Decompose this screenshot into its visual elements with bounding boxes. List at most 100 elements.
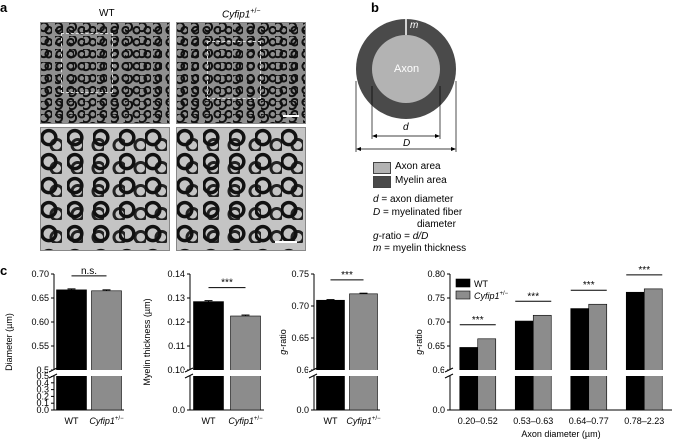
d-label: d xyxy=(403,122,409,133)
definition-m-text: = myelin thickness xyxy=(381,243,467,254)
legend-swatch xyxy=(455,278,471,288)
legend-axon-swatch xyxy=(373,162,391,174)
em-image-mut-high xyxy=(176,127,306,251)
chart-g-ratio-by-diameter: 0.80 0.75 0.70 0.65 0.6 0.0 g-ratio 0.20–0.52 0.… xyxy=(414,265,674,439)
x-tick-label: 0.53–0.63 xyxy=(513,416,553,426)
y-tick-label: 0.80 xyxy=(427,269,445,279)
m-label: m xyxy=(410,20,418,31)
y-tick-label: 0.4 xyxy=(36,378,49,388)
x-tick-label: WT xyxy=(324,416,338,426)
bar xyxy=(459,347,479,411)
y-tick-label: 0.65 xyxy=(31,293,49,303)
y-tick-label: 0.75 xyxy=(427,293,445,303)
definition-m: m = myelin thickness xyxy=(373,243,466,254)
y-tick-label: 0.60 xyxy=(31,317,49,327)
bar xyxy=(56,289,87,411)
y-tick-label: 0.3 xyxy=(36,385,49,395)
y-axis-label: g-ratio xyxy=(278,329,288,355)
x-tick-label: WT xyxy=(65,416,79,426)
y-tick-label: 0.10 xyxy=(167,365,185,375)
chart-diameter: 0.700.650.600.550.50.50.40.30.20.10.0Dia… xyxy=(4,266,126,426)
y-tick-label: 0.65 xyxy=(291,333,309,343)
column-label-cyfip1-sup: +/− xyxy=(250,8,261,15)
significance-label: n.s. xyxy=(81,266,97,277)
bar xyxy=(588,303,608,411)
y-axis-label: Myelin thickness (µm) xyxy=(142,298,152,385)
axis-break-mark xyxy=(184,367,194,373)
definition-g-symbol: g xyxy=(373,231,379,242)
axon-schematic: m Axon d D xyxy=(355,19,457,152)
chart-myelin-thickness: 0.14 0.13 0.12 0.11 0.10 0.0 Myelin thickness … xyxy=(142,269,266,426)
legend-label: WT xyxy=(474,279,488,289)
definition-d: d = axon diameter xyxy=(373,194,453,205)
y-tick-label: 0.75 xyxy=(291,269,309,279)
bar xyxy=(316,299,345,411)
definition-g: g-ratio = d/D xyxy=(373,231,428,242)
y-tick-label: 0.2 xyxy=(36,391,49,401)
axis-break-gap xyxy=(444,370,674,376)
y-tick-label: 0.70 xyxy=(427,317,445,327)
column-label-cyfip1-text: Cyfip1 xyxy=(222,9,251,21)
y-tick-label: 0.14 xyxy=(167,269,185,279)
bar xyxy=(193,301,224,411)
y-tick-label: 0.0 xyxy=(36,405,49,415)
x-tick-label: 0.78–2.23 xyxy=(624,416,664,426)
scale-bar-high xyxy=(275,241,297,243)
y-tick-label: 0.13 xyxy=(167,293,185,303)
y-tick-label: 0.11 xyxy=(168,341,185,351)
axis-break-mark xyxy=(444,373,454,379)
axis-break-mark xyxy=(48,373,58,379)
bar xyxy=(570,308,590,411)
definition-D: D = myelinated fiber xyxy=(373,207,462,218)
panel-label-c: c xyxy=(0,263,8,278)
y-tick-label: 0.0 xyxy=(296,405,309,415)
bar xyxy=(230,315,261,411)
y-axis-label: g-ratio xyxy=(414,329,424,355)
x-tick-label: WT xyxy=(202,416,216,426)
x-tick-label: Cyfip1+/− xyxy=(346,416,381,426)
D-arrowhead-left xyxy=(356,147,361,151)
significance-label: *** xyxy=(638,265,650,276)
x-tick-label: 0.64–0.77 xyxy=(569,416,609,426)
em-image-wt-low xyxy=(40,22,170,124)
panel-label-a: a xyxy=(0,0,8,15)
legend-axon-label: Axon area xyxy=(395,161,441,172)
definition-D-text: = myelinated fiber xyxy=(380,207,463,218)
y-axis-label: Diameter (µm) xyxy=(4,313,14,371)
bar xyxy=(532,314,552,411)
y-tick-label: 0.6 xyxy=(296,365,309,375)
definition-d-text: = axon diameter xyxy=(378,194,454,205)
x-tick-label: Cyfip1+/− xyxy=(228,416,263,426)
significance-label: *** xyxy=(527,291,539,302)
y-tick-label: 0.55 xyxy=(31,341,49,351)
bar xyxy=(625,291,645,411)
em-image-wt-high xyxy=(40,127,170,251)
y-tick-label: 0.0 xyxy=(172,405,185,415)
axis-break-mark xyxy=(184,373,194,379)
significance-label: *** xyxy=(221,278,233,289)
x-tick-label: 0.20–0.52 xyxy=(458,416,498,426)
axis-break-mark xyxy=(308,373,318,379)
axis-break-gap xyxy=(308,370,382,376)
em-image-mut-low xyxy=(176,22,306,124)
axis-break-gap xyxy=(184,370,266,376)
zoom-box-wt xyxy=(61,33,113,93)
definition-g-text: -ratio = xyxy=(378,231,413,242)
legend-myelin-swatch xyxy=(373,176,391,188)
bar xyxy=(514,320,534,411)
column-label-wt: WT xyxy=(99,8,115,19)
axon-circle xyxy=(372,35,440,103)
bar xyxy=(349,293,378,411)
axon-label: Axon xyxy=(394,63,419,75)
y-tick-label: 0.12 xyxy=(167,317,185,327)
x-tick-label: Cyfip1+/− xyxy=(89,416,124,426)
D-label: D xyxy=(403,138,410,149)
y-tick-label: 0.70 xyxy=(31,269,49,279)
d-arrowhead-right xyxy=(435,134,440,138)
axis-break-mark xyxy=(444,367,454,373)
d-arrowhead-left xyxy=(372,134,377,138)
bar xyxy=(643,288,663,411)
y-tick-label: 0.65 xyxy=(427,341,445,351)
axis-break-mark xyxy=(308,367,318,373)
bar xyxy=(91,290,122,411)
